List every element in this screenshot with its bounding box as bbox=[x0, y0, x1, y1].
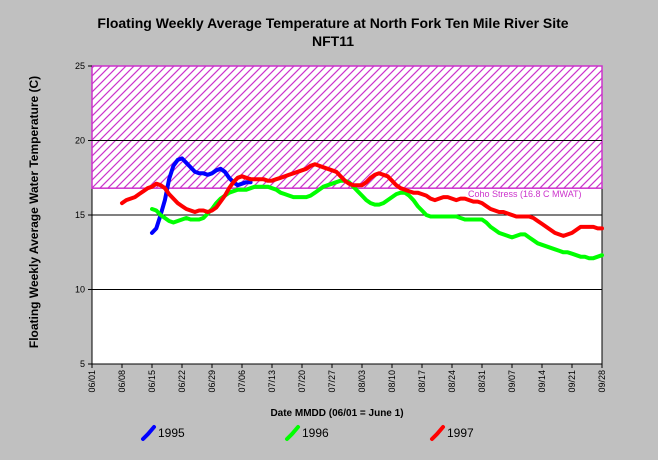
chart-title: Floating Weekly Average Temperature at N… bbox=[97, 15, 568, 31]
coho-stress-label: Coho Stress (16.8 C MWAT) bbox=[468, 189, 582, 199]
x-axis: 06/01 06/08 06/15 06/22 06/29 07/06 07/13 07/20… bbox=[87, 364, 607, 393]
legend-swatch-1995 bbox=[141, 425, 156, 441]
x-tick-label: 06/29 bbox=[207, 370, 217, 393]
x-tick-label: 08/03 bbox=[357, 370, 367, 393]
x-tick-label: 09/28 bbox=[597, 370, 607, 393]
x-tick-label: 06/01 bbox=[87, 370, 97, 393]
x-tick-label: 07/27 bbox=[327, 370, 337, 393]
legend-label-1995: 1995 bbox=[158, 426, 185, 440]
x-tick-label: 07/13 bbox=[267, 370, 277, 393]
legend-label-1997: 1997 bbox=[447, 426, 474, 440]
x-axis-label: Date MMDD (06/01 = June 1) bbox=[270, 408, 403, 419]
x-tick-label: 07/06 bbox=[237, 370, 247, 393]
y-axis-label: Floating Weekly Average Water Temperatur… bbox=[27, 76, 41, 348]
coho-stress-band bbox=[91, 65, 603, 189]
x-tick-label: 06/15 bbox=[147, 370, 157, 393]
y-tick-label: 25 bbox=[75, 61, 85, 71]
x-tick-label: 06/22 bbox=[177, 370, 187, 393]
y-tick-label: 20 bbox=[75, 136, 85, 146]
x-tick-label: 08/17 bbox=[417, 370, 427, 393]
x-tick-label: 08/10 bbox=[387, 370, 397, 393]
legend-swatch-1996 bbox=[285, 425, 300, 441]
y-tick-label: 5 bbox=[80, 359, 85, 369]
legend-label-1996: 1996 bbox=[302, 426, 329, 440]
x-tick-label: 09/21 bbox=[567, 370, 577, 393]
x-tick-label: 07/20 bbox=[297, 370, 307, 393]
y-tick-label: 10 bbox=[75, 285, 85, 295]
x-tick-label: 09/07 bbox=[507, 370, 517, 393]
legend-swatch-1997 bbox=[430, 425, 445, 441]
series-lines bbox=[120, 156, 604, 261]
chart-subtitle: NFT11 bbox=[312, 33, 354, 49]
x-tick-label: 06/08 bbox=[117, 370, 127, 393]
x-tick-label: 09/14 bbox=[537, 370, 547, 393]
y-axis: 5 10 15 20 25 bbox=[75, 61, 92, 369]
x-tick-label: 08/31 bbox=[477, 370, 487, 393]
legend: 1995 1996 1997 bbox=[141, 425, 474, 441]
series-line-1997 bbox=[120, 162, 604, 238]
y-tick-label: 15 bbox=[75, 210, 85, 220]
x-tick-label: 08/24 bbox=[447, 370, 457, 393]
